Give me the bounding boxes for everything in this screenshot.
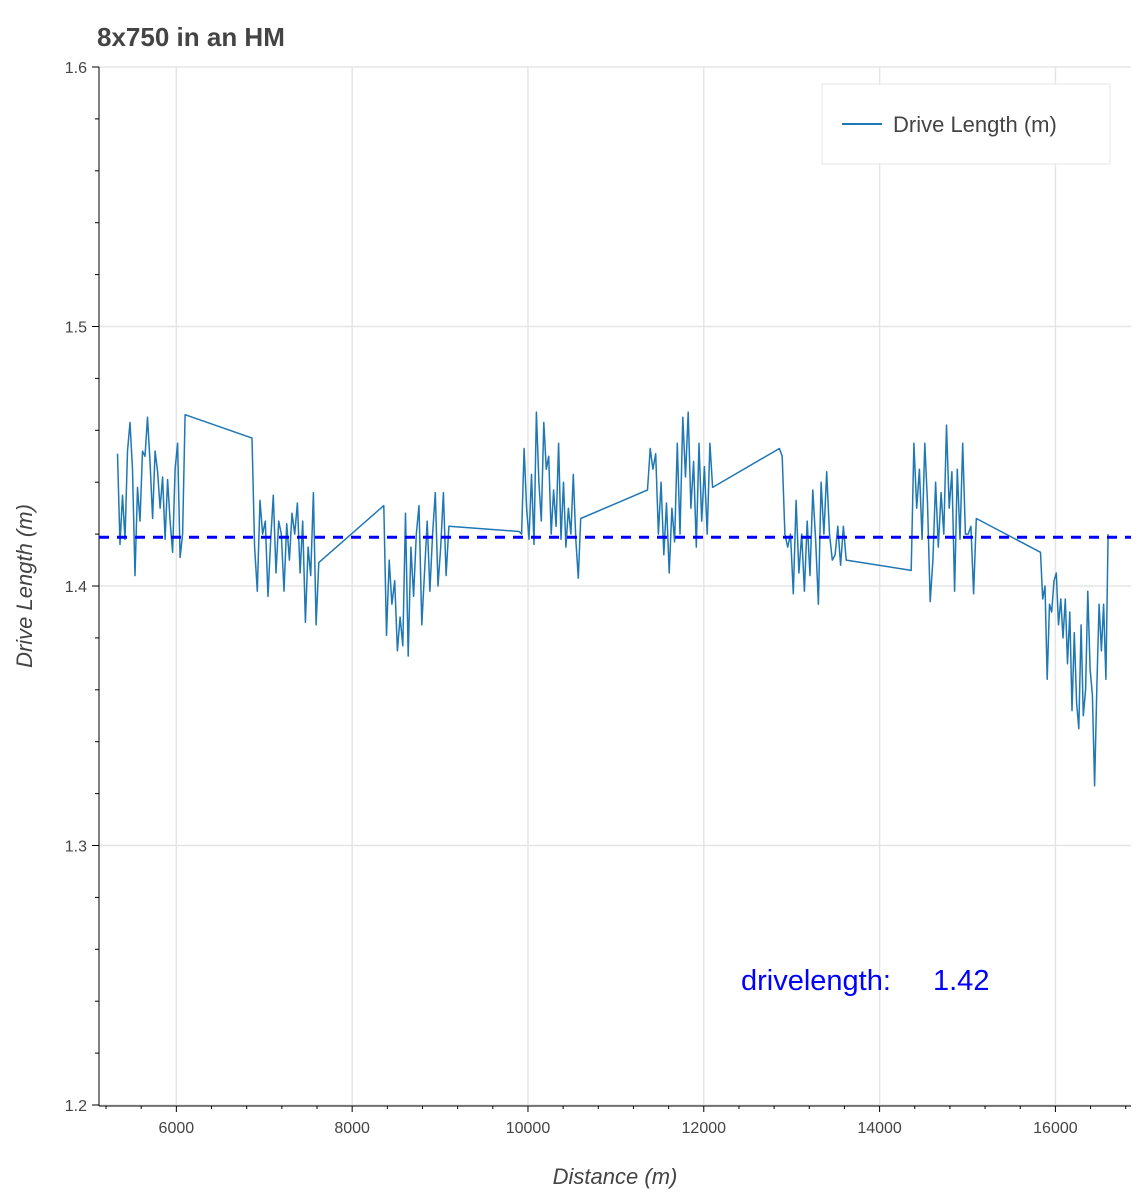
x-axis-label: Distance (m) <box>553 1164 678 1189</box>
x-tick-label: 12000 <box>682 1120 727 1137</box>
x-tick-label: 14000 <box>857 1120 902 1137</box>
chart-title: 8x750 in an HM <box>97 22 285 52</box>
series-layer <box>99 411 1131 787</box>
y-axis-label: Drive Length (m) <box>12 504 37 668</box>
x-tick-label: 10000 <box>506 1120 551 1137</box>
y-tick-label: 1.4 <box>65 579 87 596</box>
annotation-label: drivelength: <box>741 965 891 997</box>
y-tick-label: 1.2 <box>65 1098 87 1115</box>
y-tick-label: 1.3 <box>65 839 87 856</box>
axes: 6000 8000 10000 12000 14000 16000 1.2 1.3 1.4 1.5… <box>65 60 1131 1137</box>
x-tick-label: 6000 <box>159 1120 195 1137</box>
grid <box>99 66 1131 1106</box>
annotation-value: 1.42 <box>933 965 989 997</box>
x-tick-label: 16000 <box>1033 1120 1078 1137</box>
x-tick-label: 8000 <box>334 1120 370 1137</box>
legend-label: Drive Length (m) <box>893 112 1057 137</box>
y-tick-label: 1.5 <box>65 320 87 337</box>
series-line-drive-length <box>116 411 1109 787</box>
y-tick-label: 1.6 <box>65 60 87 77</box>
legend: Drive Length (m) <box>821 83 1111 165</box>
